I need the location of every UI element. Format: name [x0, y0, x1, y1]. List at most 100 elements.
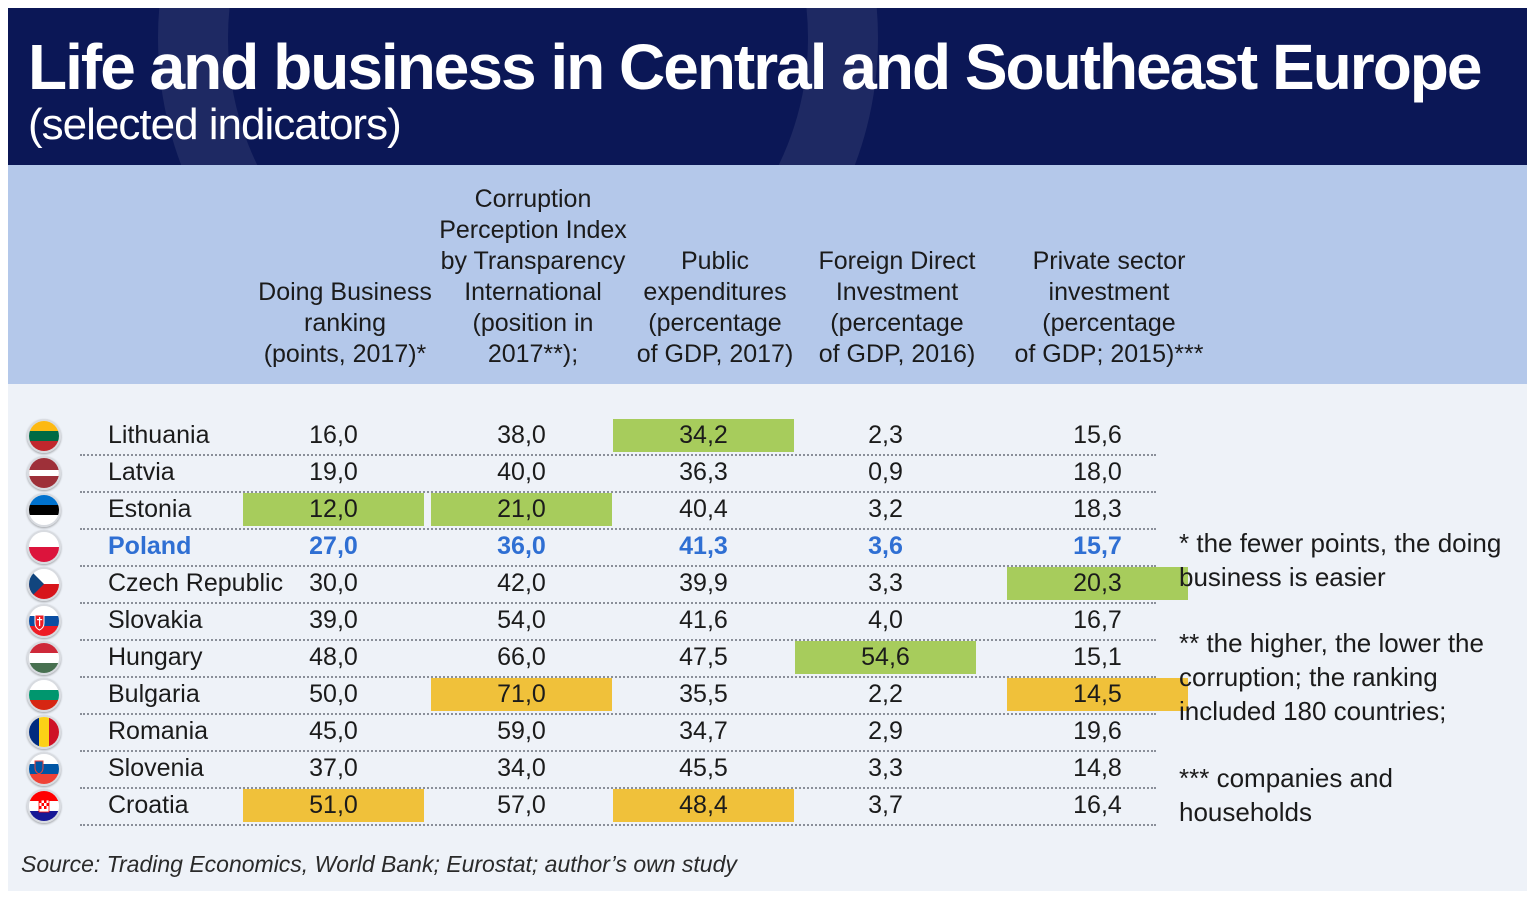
flag-latvia-icon — [27, 456, 61, 490]
infographic: Life and business in Central and Southea… — [8, 8, 1527, 891]
doing-business-cell: 37,0 — [309, 754, 358, 782]
private-investment-cell: 16,4 — [1073, 791, 1122, 819]
corruption-index-cell: 36,0 — [497, 532, 546, 560]
public-expenditures-cell: 36,3 — [679, 458, 728, 486]
row-divider — [80, 602, 1156, 604]
col-header-doing-business: Doing Business ranking (points, 2017)* — [258, 278, 432, 368]
corruption-index-cell: 40,0 — [497, 458, 546, 486]
fdi-cell: 0,9 — [868, 458, 903, 486]
row-divider — [80, 750, 1156, 752]
corruption-index-cell: 42,0 — [497, 569, 546, 597]
country-label: Hungary — [108, 643, 203, 671]
doing-business-cell: 51,0 — [243, 789, 424, 822]
private-investment-cell: 18,3 — [1073, 495, 1122, 523]
doing-business-cell: 16,0 — [309, 421, 358, 449]
flag-croatia-icon — [27, 789, 61, 823]
doing-business-cell: 12,0 — [243, 493, 424, 526]
private-investment-cell: 18,0 — [1073, 458, 1122, 486]
corruption-index-cell: 21,0 — [431, 493, 612, 526]
private-investment-cell: 15,1 — [1073, 643, 1122, 671]
footnote-doing-business: * the fewer points, the doing business i… — [1179, 528, 1502, 592]
source-note: Source: Trading Economics, World Bank; E… — [21, 851, 737, 877]
doing-business-cell: 27,0 — [309, 532, 358, 560]
fdi-cell: 2,9 — [868, 717, 903, 745]
fdi-cell: 3,3 — [868, 569, 903, 597]
country-label: Poland — [108, 532, 192, 560]
private-investment-cell: 15,7 — [1073, 532, 1122, 560]
country-label: Estonia — [108, 495, 192, 523]
public-expenditures-cell: 45,5 — [679, 754, 728, 782]
corruption-index-cell: 54,0 — [497, 606, 546, 634]
column-header-band — [8, 165, 1527, 384]
fdi-cell: 4,0 — [868, 606, 903, 634]
footnote-private-investment: *** companies and households — [1179, 763, 1393, 827]
flag-czech-republic-icon — [27, 567, 61, 601]
country-label: Czech Republic — [108, 569, 284, 597]
fdi-cell: 2,2 — [868, 680, 903, 708]
footnote-corruption: ** the higher, the lower the corruption;… — [1179, 628, 1484, 726]
flag-bulgaria-icon — [27, 678, 61, 712]
public-expenditures-cell: 34,2 — [613, 419, 794, 452]
corruption-index-cell: 57,0 — [497, 791, 546, 819]
public-expenditures-cell: 41,6 — [679, 606, 728, 634]
row-divider — [80, 676, 1156, 678]
row-divider — [80, 787, 1156, 789]
doing-business-cell: 45,0 — [309, 717, 358, 745]
corruption-index-cell: 66,0 — [497, 643, 546, 671]
public-expenditures-cell: 40,4 — [679, 495, 728, 523]
country-label: Slovakia — [108, 606, 203, 634]
doing-business-cell: 39,0 — [309, 606, 358, 634]
public-expenditures-cell: 41,3 — [679, 532, 728, 560]
doing-business-cell: 48,0 — [309, 643, 358, 671]
public-expenditures-cell: 35,5 — [679, 680, 728, 708]
corruption-index-cell: 38,0 — [497, 421, 546, 449]
country-label: Slovenia — [108, 754, 204, 782]
flag-hungary-icon — [27, 641, 61, 675]
doing-business-cell: 50,0 — [309, 680, 358, 708]
private-investment-cell: 15,6 — [1073, 421, 1122, 449]
corruption-index-cell: 59,0 — [497, 717, 546, 745]
flag-slovakia-icon — [27, 604, 61, 638]
fdi-cell: 3,7 — [868, 791, 903, 819]
fdi-cell: 3,6 — [868, 532, 903, 560]
corruption-index-cell: 71,0 — [431, 678, 612, 711]
private-investment-cell: 14,8 — [1073, 754, 1122, 782]
page-subtitle: (selected indicators) — [28, 100, 402, 149]
doing-business-cell: 30,0 — [309, 569, 358, 597]
flag-slovenia-icon — [27, 752, 61, 786]
row-divider — [80, 639, 1156, 641]
row-divider — [80, 565, 1156, 567]
country-label: Lithuania — [108, 421, 210, 449]
corruption-index-cell: 34,0 — [497, 754, 546, 782]
flag-lithuania-icon — [27, 419, 61, 453]
row-divider — [80, 491, 1156, 493]
doing-business-cell: 19,0 — [309, 458, 358, 486]
public-expenditures-cell: 34,7 — [679, 717, 728, 745]
col-header-fdi: Foreign Direct Investment (percentage of… — [818, 247, 976, 368]
fdi-cell: 3,2 — [868, 495, 903, 523]
page-title: Life and business in Central and Southea… — [28, 31, 1482, 103]
private-investment-cell: 20,3 — [1007, 567, 1188, 600]
flag-estonia-icon — [27, 493, 61, 527]
fdi-cell: 3,3 — [868, 754, 903, 782]
private-investment-cell: 14,5 — [1007, 678, 1188, 711]
decorative-ring — [158, 8, 878, 165]
title-banner: Life and business in Central and Southea… — [8, 8, 1527, 165]
public-expenditures-cell: 47,5 — [679, 643, 728, 671]
flag-poland-icon — [27, 530, 61, 564]
row-divider — [80, 824, 1156, 826]
row-divider — [80, 528, 1156, 530]
public-expenditures-cell: 39,9 — [679, 569, 728, 597]
private-investment-cell: 19,6 — [1073, 717, 1122, 745]
row-divider — [80, 713, 1156, 715]
private-investment-cell: 16,7 — [1073, 606, 1122, 634]
public-expenditures-cell: 48,4 — [613, 789, 794, 822]
col-header-public-expenditures: Public expenditures (percentage of GDP, … — [636, 247, 794, 368]
country-label: Bulgaria — [108, 680, 200, 708]
col-header-private-investment: Private sector investment (percentage of… — [1014, 247, 1204, 368]
fdi-cell: 54,6 — [795, 641, 976, 674]
country-label: Latvia — [108, 458, 175, 486]
fdi-cell: 2,3 — [868, 421, 903, 449]
flag-romania-icon — [27, 715, 61, 749]
country-label: Romania — [108, 717, 209, 745]
